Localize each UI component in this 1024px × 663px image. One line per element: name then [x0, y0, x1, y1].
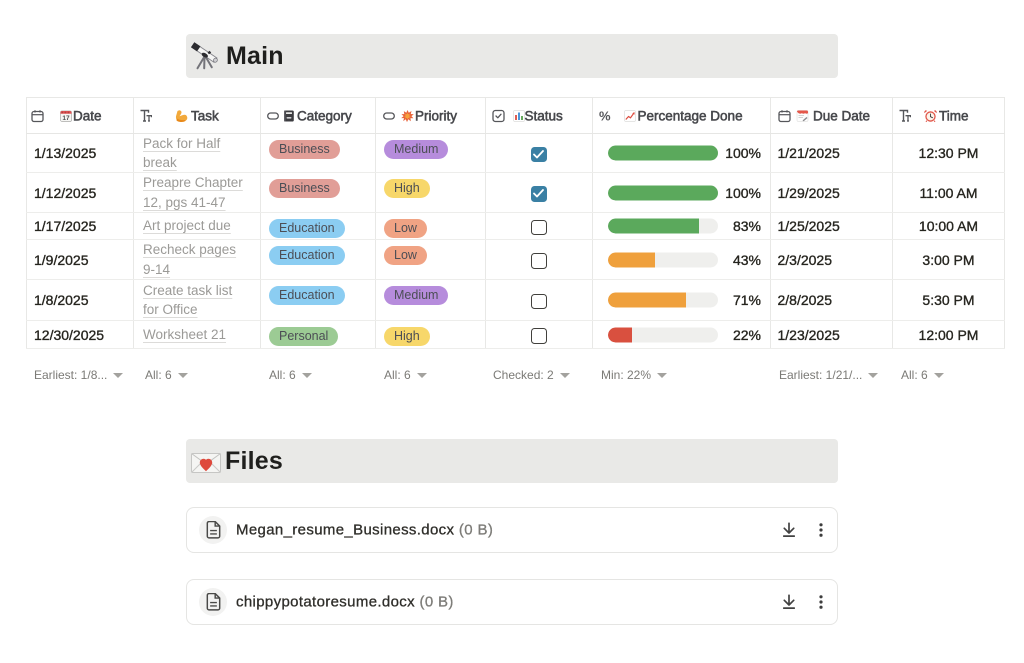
svg-text:17: 17 [62, 115, 70, 122]
